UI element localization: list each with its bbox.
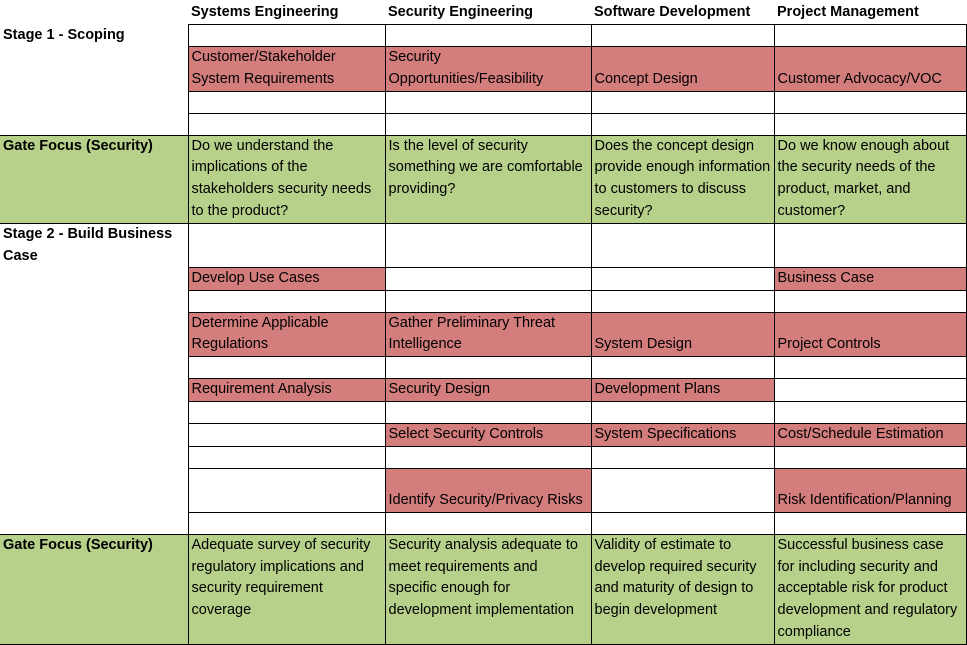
empty-cell	[384, 24, 592, 47]
empty-cell	[773, 378, 967, 403]
activity-cell: Select Security Controls	[384, 423, 592, 447]
empty-cell	[187, 24, 386, 47]
empty-cell	[590, 266, 775, 291]
activity-cell: Identify Security/Privacy Risks	[384, 467, 592, 513]
stage1-label-row: Stage 1 - Scoping	[0, 24, 967, 47]
gate-cell: Security analysis adequate to meet requi…	[384, 533, 592, 645]
activity-cell: Security Opportunities/Feasibility	[384, 46, 592, 92]
activity-cell: Determine Applicable Regulations	[187, 311, 386, 358]
empty-cell	[187, 467, 386, 513]
stage2-label-row: Stage 2 - Build Business Case	[0, 222, 967, 268]
gate-cell: Adequate survey of security regulatory i…	[187, 533, 386, 645]
activity-cell: Business Case	[773, 266, 967, 291]
activity-cell: Customer/Stakeholder System Requirements	[187, 46, 386, 92]
gate-focus-label: Gate Focus (Security)	[0, 134, 188, 224]
gate-focus-label: Gate Focus (Security)	[0, 533, 188, 645]
activity-cell: Cost/Schedule Estimation	[773, 423, 967, 447]
header-row: Systems Engineering Security Engineering…	[0, 0, 966, 25]
activity-cell: Concept Design	[590, 46, 775, 92]
stage1-label: Stage 1 - Scoping	[3, 26, 125, 43]
spacer-row	[0, 289, 967, 313]
header-blank	[0, 0, 188, 25]
spacer-row	[0, 445, 967, 469]
activity-cell: Gather Preliminary Threat Intelligence	[384, 311, 592, 358]
activity-cell: Customer Advocacy/VOC	[773, 46, 967, 92]
stage2-row2: Determine Applicable Regulations Gather …	[0, 311, 967, 358]
stage1-row1: Customer/Stakeholder System Requirements…	[0, 46, 967, 92]
empty-cell	[590, 24, 775, 47]
gate-cell: Is the level of security something we ar…	[384, 134, 592, 224]
empty-cell	[384, 266, 592, 291]
gate-cell: Does the concept design provide enough i…	[590, 134, 775, 224]
gate-cell: Do we understand the implications of the…	[187, 134, 386, 224]
header-software-development: Software Development	[594, 4, 751, 20]
stage2-row4: Select Security Controls System Specific…	[0, 423, 967, 447]
spacer-row	[0, 90, 967, 114]
activity-cell: Project Controls	[773, 311, 967, 358]
activity-cell: Develop Use Cases	[187, 266, 386, 291]
activity-cell: Development Plans	[590, 378, 775, 403]
stage2-row5: Identify Security/Privacy Risks Risk Ide…	[0, 467, 967, 513]
spacer-row	[0, 356, 967, 380]
stage1-gate-row: Gate Focus (Security) Do we understand t…	[0, 134, 967, 224]
activity-cell: Risk Identification/Planning	[773, 467, 967, 513]
spacer-row	[0, 511, 967, 535]
stage2-row3: Requirement Analysis Security Design Dev…	[0, 378, 967, 403]
gate-cell: Validity of estimate to develop required…	[590, 533, 775, 645]
activity-cell: Security Design	[384, 378, 592, 403]
header-security-engineering: Security Engineering	[388, 4, 534, 20]
activity-cell: System Design	[590, 311, 775, 358]
gate-cell: Do we know enough about the security nee…	[773, 134, 967, 224]
empty-cell	[773, 24, 967, 47]
header-systems-engineering: Systems Engineering	[191, 4, 339, 20]
spacer-row	[0, 112, 967, 136]
empty-cell	[187, 423, 386, 447]
stage2-gate-row: Gate Focus (Security) Adequate survey of…	[0, 533, 967, 645]
row-label-empty	[0, 46, 189, 92]
gate-cell: Successful business case for including s…	[773, 533, 967, 645]
activity-cell: Requirement Analysis	[187, 378, 386, 403]
header-project-management: Project Management	[777, 4, 919, 20]
empty-cell	[590, 467, 775, 513]
stage2-row1: Develop Use Cases Business Case	[0, 266, 967, 291]
activity-cell: System Specifications	[590, 423, 775, 447]
spacer-row	[0, 401, 967, 425]
stage2-label: Stage 2 - Build Business Case	[3, 225, 173, 264]
